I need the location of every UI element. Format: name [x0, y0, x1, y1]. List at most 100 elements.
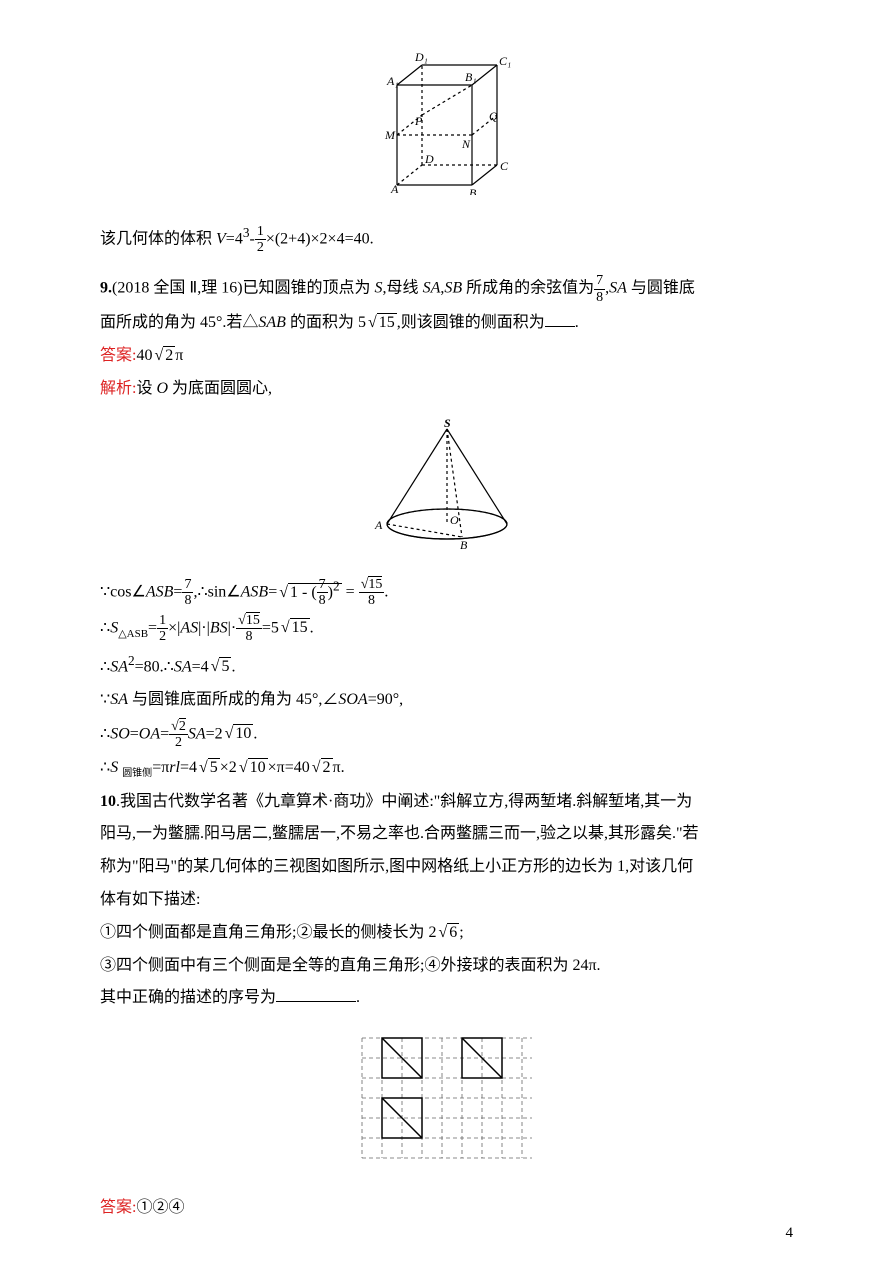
- var: AS: [180, 619, 198, 636]
- radicand: 15: [377, 313, 397, 331]
- answer-label: 答案:: [100, 347, 136, 364]
- text: ,∴sin∠: [193, 584, 240, 601]
- text: =4: [180, 759, 197, 776]
- eq-5: ∴SO=OA=√22SA=210.: [100, 719, 793, 751]
- sqrt-icon: 1 - (78)2: [277, 574, 341, 609]
- text: =π: [152, 759, 169, 776]
- question-10-l5: ①四个侧面都是直角三角形;②最长的侧棱长为 26;: [100, 919, 793, 948]
- answer-10: 答案:①②④: [100, 1194, 793, 1223]
- question-10-l1: 10.我国古代数学名著《九章算术·商功》中阐述:"斜解立方,得两堑堵.斜解堑堵,…: [100, 788, 793, 817]
- svg-text:N: N: [461, 137, 471, 151]
- text: =: [148, 619, 157, 636]
- frac: 12: [255, 224, 266, 256]
- blank: [276, 986, 356, 1002]
- solution-label: 解析:: [100, 380, 136, 397]
- radicand: 2: [179, 718, 186, 734]
- var: S: [375, 280, 383, 297]
- frac: 78: [182, 577, 193, 609]
- text: 该几何体的体积: [100, 230, 216, 247]
- var: SA: [174, 658, 192, 675]
- text: .: [231, 658, 235, 675]
- text: =: [130, 725, 139, 742]
- radicand: 15: [290, 618, 310, 636]
- text: 面所成的角为 45°.若△: [100, 314, 258, 331]
- var: BS: [210, 619, 228, 636]
- var: SAB: [258, 314, 286, 331]
- text: 1 -: [290, 584, 311, 601]
- svg-text:A₁: A₁: [386, 74, 399, 88]
- text: =4: [192, 658, 209, 675]
- question-10-l3: 称为"阳马"的某几何体的三视图如图所示,图中网格纸上小正方形的边长为 1,对该几…: [100, 853, 793, 882]
- var: O: [156, 380, 168, 397]
- svg-text:A: A: [374, 518, 383, 532]
- svg-text:C: C: [500, 159, 509, 173]
- den: 8: [594, 290, 605, 305]
- text: .: [310, 619, 314, 636]
- figure-cube: A B C D A₁ B₁ C₁ D₁ M N P Q: [100, 35, 793, 206]
- svg-text:D: D: [424, 152, 434, 166]
- answer-9: 答案:402π: [100, 342, 793, 371]
- text: 我国古代数学名著《九章算术·商功》中阐述:"斜解立方,得两堑堵.斜解堑堵,其一为: [120, 793, 692, 810]
- sqrt-icon: 15: [279, 614, 310, 643]
- text: ∴: [100, 658, 110, 675]
- figure-three-views: [100, 1028, 793, 1179]
- svg-text:B: B: [460, 538, 468, 549]
- text: ×(2+4)×2×4=40.: [266, 230, 374, 247]
- var: ASB: [241, 584, 269, 601]
- radicand: 15: [246, 612, 260, 628]
- text: ∴: [100, 619, 110, 636]
- den: 8: [359, 593, 385, 608]
- text: (2018 全国 Ⅱ,理 16)已知圆锥的顶点为: [112, 280, 375, 297]
- radicand: 5: [219, 657, 231, 675]
- den: 2: [157, 629, 168, 644]
- num: 7: [317, 577, 328, 593]
- text: 40: [136, 347, 152, 364]
- sqrt-icon: 2: [310, 754, 333, 783]
- sub: 圆锥侧: [122, 769, 152, 780]
- svg-text:D₁: D₁: [414, 50, 428, 64]
- text: =: [268, 584, 277, 601]
- svg-text:B: B: [469, 186, 477, 195]
- frac: √158: [236, 613, 262, 645]
- text: ,母线: [383, 280, 423, 297]
- sqrt-icon: 2: [152, 342, 175, 371]
- svg-text:B₁: B₁: [465, 70, 477, 84]
- text: ①②④: [136, 1199, 184, 1216]
- sqrt-icon: 5: [209, 653, 232, 682]
- sub: △ASB: [118, 628, 148, 640]
- frac: 78: [594, 273, 605, 305]
- num: 1: [255, 224, 266, 240]
- text: ①四个侧面都是直角三角形;②最长的侧棱长为 2: [100, 924, 436, 941]
- text: =: [342, 584, 359, 601]
- text: π.: [333, 759, 345, 776]
- sup: 2: [333, 578, 340, 593]
- text: ×|: [168, 619, 180, 636]
- text: .: [384, 584, 388, 601]
- var: SA: [188, 725, 206, 742]
- text: 与圆锥底: [627, 280, 695, 297]
- text: ∵cos∠: [100, 584, 146, 601]
- var: SO: [110, 725, 130, 742]
- figure-cone: S A B O: [100, 419, 793, 560]
- text: ×2: [220, 759, 237, 776]
- blank: [545, 311, 575, 327]
- text: .: [253, 725, 257, 742]
- question-10-l2: 阳马,一为鳖臑.阳马居二,鳖臑居一,不易之率也.合两鳖臑三而一,验之以棊,其形露…: [100, 820, 793, 849]
- radicand: 15: [368, 576, 382, 592]
- text: ∵: [100, 691, 110, 708]
- qnum: 9.: [100, 280, 112, 297]
- den: 8: [236, 629, 262, 644]
- frac: 78: [317, 577, 328, 609]
- radicand: 5: [208, 758, 220, 776]
- frac: √22: [169, 719, 188, 751]
- text: 的面积为 5: [286, 314, 366, 331]
- var: SA: [423, 280, 441, 297]
- text: ;: [459, 924, 463, 941]
- svg-text:O: O: [450, 513, 459, 527]
- eq-6: ∴S 圆锥侧=πrl=45×210×π=402π.: [100, 754, 793, 783]
- svg-text:P: P: [414, 114, 423, 128]
- svg-text:A: A: [390, 182, 399, 195]
- eq-4: ∵SA 与圆锥底面所成的角为 45°,∠SOA=90°,: [100, 686, 793, 715]
- answer-label: 答案:: [100, 1199, 136, 1216]
- question-10-l7: 其中正确的描述的序号为.: [100, 984, 793, 1013]
